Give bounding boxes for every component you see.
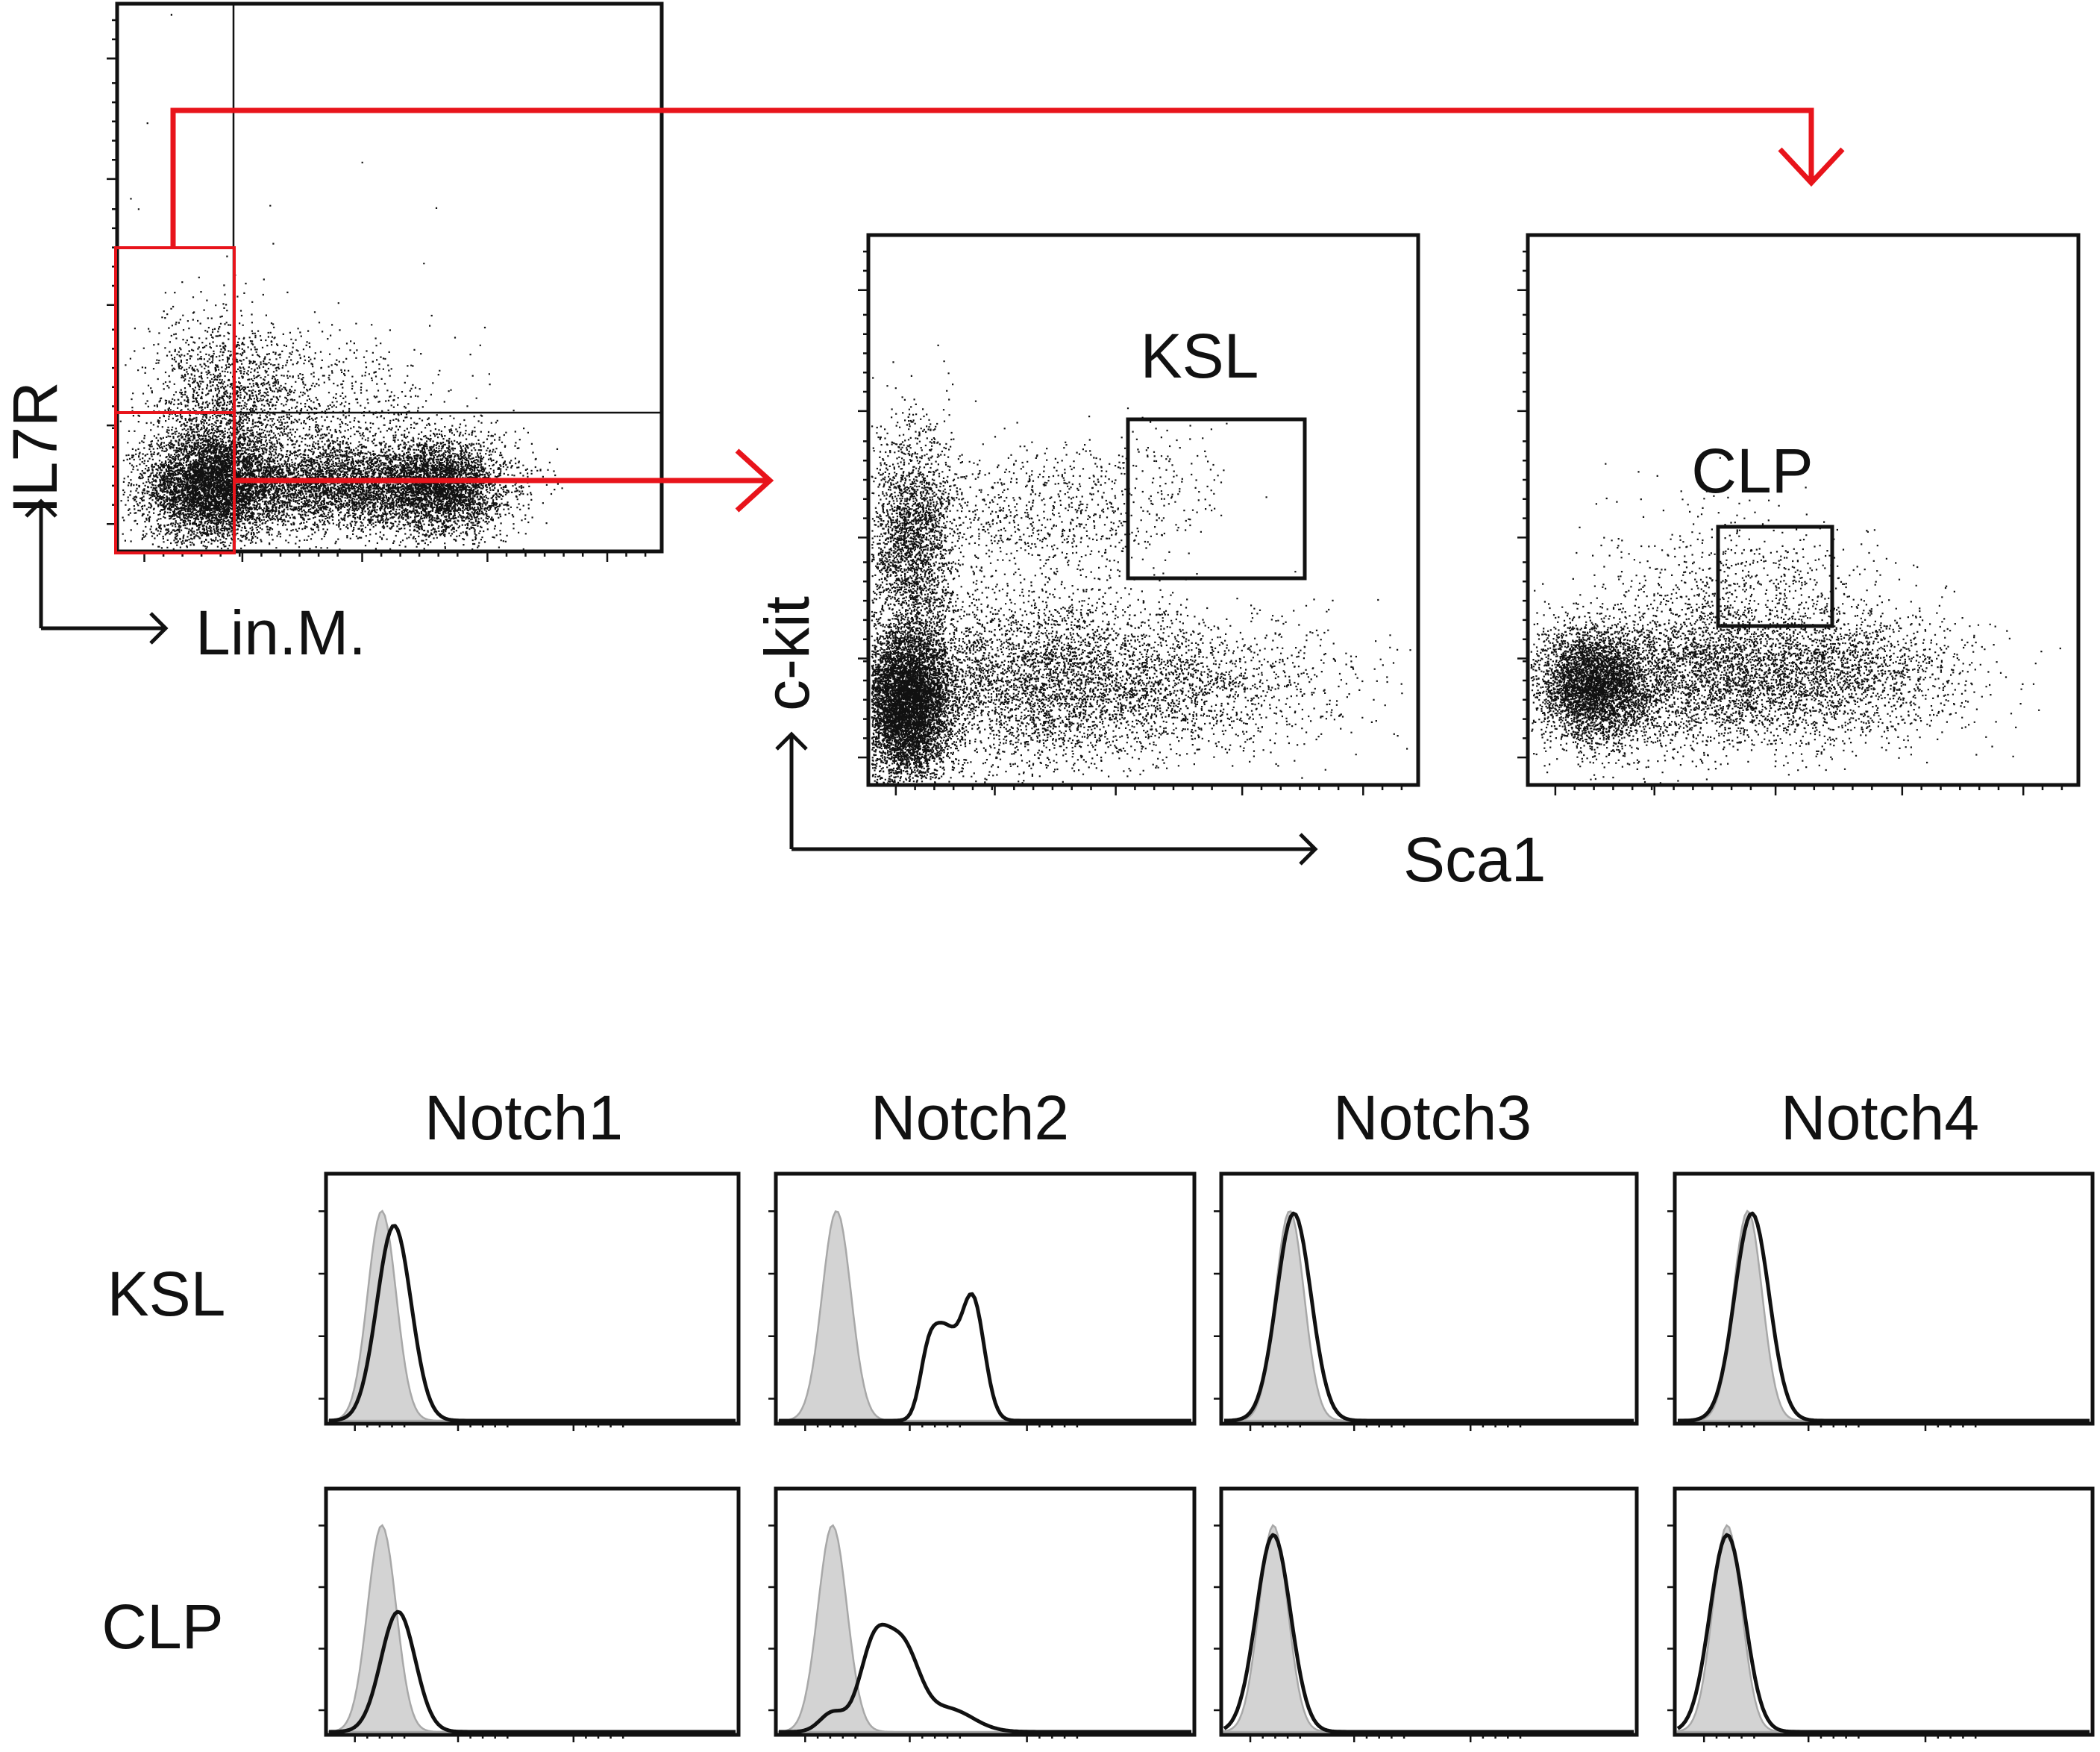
ksl-plot-frame bbox=[866, 233, 1420, 787]
histogram-ksl-notch1 bbox=[319, 1171, 741, 1431]
il7r-axis-arrowhead bbox=[25, 498, 57, 518]
notch-staining-curve bbox=[779, 1622, 1191, 1734]
arrow-to-ksl-plot-head bbox=[735, 448, 774, 513]
event-dots bbox=[119, 13, 563, 551]
tick-marks bbox=[858, 250, 1403, 795]
ksl-axis-ticks bbox=[858, 250, 1403, 795]
lin-axis-label: Lin.M. bbox=[195, 598, 366, 668]
arrow-to-clp-plot-head bbox=[1778, 147, 1845, 187]
ksl-plot: KSL bbox=[858, 233, 1420, 795]
ksl-axis-arrows bbox=[775, 731, 1318, 866]
column-title-notch4: Notch4 bbox=[1781, 1083, 1979, 1153]
lin-axis-arrowhead bbox=[149, 612, 169, 645]
ksl-dot-plot-events bbox=[871, 344, 1411, 784]
isotype-control-curve bbox=[777, 1210, 1191, 1422]
histogram-ticks bbox=[319, 1524, 624, 1742]
gating-arrows bbox=[114, 107, 1845, 554]
ckit-axis-arrowhead bbox=[775, 731, 808, 751]
histogram-frame bbox=[1673, 1171, 2095, 1426]
histogram-frame bbox=[324, 1486, 741, 1737]
histogram-frame bbox=[774, 1171, 1197, 1426]
isotype-control-curve bbox=[1223, 1524, 1634, 1733]
row-label-ksl: KSL bbox=[107, 1259, 226, 1329]
notch-histogram-grid: Notch1 Notch2 Notch3 Notch4 KSL CLP bbox=[101, 1083, 2095, 1742]
clp-axis-ticks bbox=[1517, 250, 2063, 795]
histogram-ticks bbox=[768, 1524, 1079, 1742]
notch-staining-curve bbox=[328, 1609, 736, 1734]
arrow-to-clp-plot bbox=[170, 107, 1814, 248]
sca1-axis-arrowhead bbox=[1299, 833, 1318, 866]
notch-staining-curve bbox=[1677, 1211, 2090, 1423]
histogram-frame bbox=[324, 1171, 741, 1426]
clp-dot-plot-events bbox=[1530, 457, 2061, 784]
notch-staining-curve bbox=[1223, 1533, 1634, 1734]
clp-plot-frame bbox=[1526, 233, 2081, 787]
histogram-ksl-notch4 bbox=[1667, 1171, 2095, 1431]
notch-staining-curve bbox=[1224, 1211, 1634, 1423]
histogram-ticks bbox=[1667, 1210, 1977, 1431]
il7r-axis-label: IL7R bbox=[0, 381, 70, 513]
clp-gate bbox=[1716, 525, 1834, 628]
histogram-frame bbox=[1673, 1486, 2095, 1737]
histogram-clp-notch1 bbox=[319, 1486, 741, 1742]
lineage-axis-ticks bbox=[107, 19, 647, 562]
event-dots bbox=[871, 344, 1411, 784]
histogram-clp-notch3 bbox=[1214, 1486, 1639, 1742]
lineage-axis-arrows bbox=[25, 498, 169, 645]
clp-gate-label: CLP bbox=[1691, 436, 1813, 506]
notch-staining-curve bbox=[1676, 1533, 2090, 1734]
column-title-notch3: Notch3 bbox=[1333, 1083, 1532, 1153]
isotype-control-curve bbox=[1676, 1524, 2090, 1733]
isotype-control-curve bbox=[327, 1210, 736, 1422]
notch-staining-curve bbox=[779, 1292, 1191, 1423]
event-dots bbox=[1530, 457, 2061, 784]
histogram-frame bbox=[774, 1486, 1197, 1737]
ksl-gate-label: KSL bbox=[1141, 321, 1259, 391]
lineage-dot-plot-events bbox=[119, 13, 563, 551]
ksl-gate bbox=[1126, 417, 1307, 581]
histogram-ksl-notch2 bbox=[768, 1171, 1197, 1431]
histogram-ticks bbox=[1667, 1524, 1977, 1742]
histogram-clp-notch2 bbox=[768, 1486, 1197, 1742]
tick-marks bbox=[107, 19, 647, 562]
isotype-control-curve bbox=[1678, 1210, 2090, 1422]
histogram-frame bbox=[1219, 1486, 1639, 1737]
histogram-ksl-notch3 bbox=[1214, 1171, 1639, 1431]
column-title-notch2: Notch2 bbox=[871, 1083, 1069, 1153]
histogram-ticks bbox=[1214, 1210, 1522, 1431]
column-title-notch1: Notch1 bbox=[424, 1083, 623, 1153]
notch-staining-curve bbox=[328, 1224, 736, 1423]
tick-marks bbox=[1517, 250, 2063, 795]
histogram-ticks bbox=[319, 1210, 624, 1431]
histogram-frame bbox=[1219, 1171, 1639, 1426]
histogram-ticks bbox=[1214, 1524, 1522, 1742]
clp-plot: CLP bbox=[1517, 233, 2081, 795]
histogram-ticks bbox=[768, 1210, 1079, 1431]
histogram-clp-notch4 bbox=[1667, 1486, 2095, 1742]
sca1-axis-label: Sca1 bbox=[1403, 825, 1546, 895]
ckit-axis-label: c-kit bbox=[752, 596, 822, 711]
isotype-control-curve bbox=[777, 1524, 1191, 1733]
row-label-clp: CLP bbox=[101, 1592, 223, 1662]
